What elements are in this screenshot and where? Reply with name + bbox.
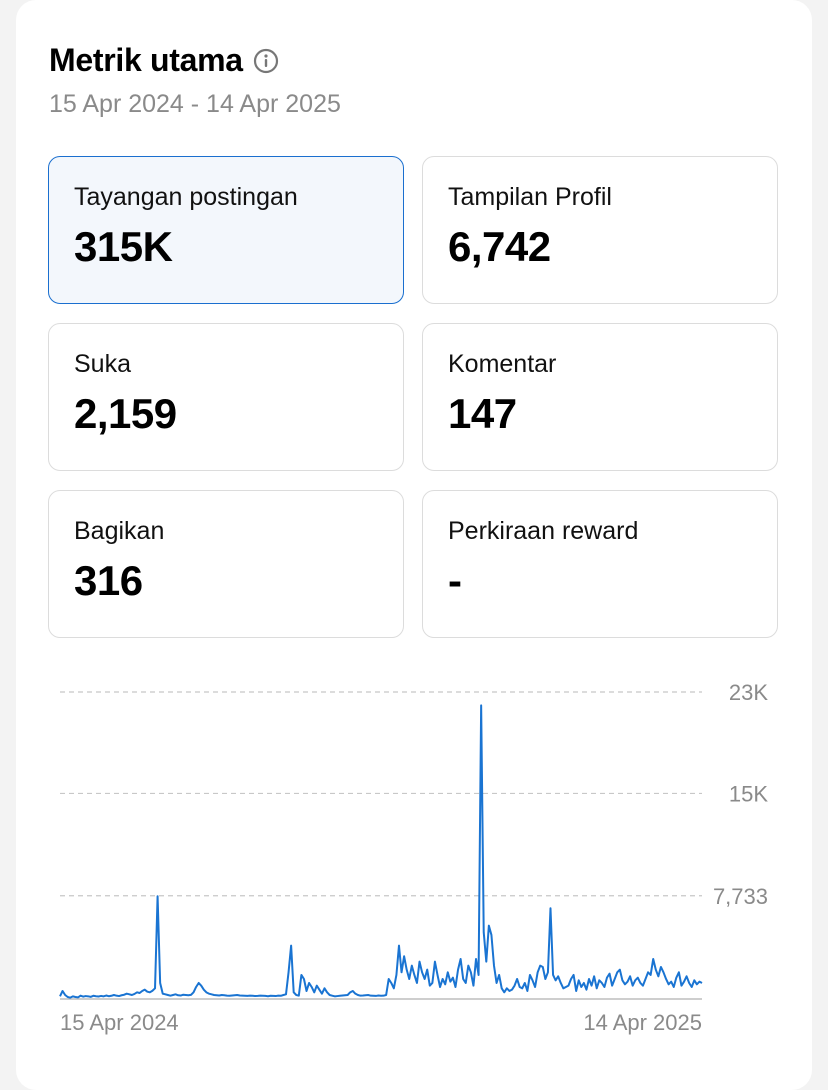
metric-value: 147 (448, 390, 517, 437)
x-tick-label-end: 14 Apr 2025 (583, 1010, 702, 1035)
metric-value: 316 (74, 557, 143, 604)
metric-label: Bagikan (74, 517, 165, 545)
y-tick-label: 15K (729, 781, 768, 806)
metric-card-post-views[interactable]: Tayangan postingan 315K (48, 156, 404, 304)
metric-card-profile-views[interactable]: Tampilan Profil 6,742 (422, 156, 778, 304)
series-line (59, 704, 703, 999)
metric-card-comments[interactable]: Komentar 147 (422, 323, 778, 471)
metric-card-shares[interactable]: Bagikan 316 (48, 490, 404, 638)
page-title: Metrik utama (49, 42, 243, 78)
key-metrics-card: Metrik utama 15 Apr 2024 - 14 Apr 2025 T… (16, 0, 812, 1090)
metric-value: - (448, 557, 462, 604)
date-range: 15 Apr 2024 - 14 Apr 2025 (49, 90, 341, 118)
metric-value: 6,742 (448, 223, 551, 270)
views-line-chart: 23K 15K 7,733 15 Apr 2024 14 Apr 2025 (59, 680, 768, 1035)
metric-label: Tampilan Profil (448, 183, 612, 211)
metric-value: 2,159 (74, 390, 177, 437)
metric-label: Komentar (448, 350, 557, 378)
metric-card-likes[interactable]: Suka 2,159 (48, 323, 404, 471)
metric-label: Suka (74, 350, 131, 378)
metric-value: 315K (74, 223, 173, 270)
views-chart: 23K 15K 7,733 15 Apr 2024 14 Apr 2025 (16, 660, 812, 1040)
x-tick-label-start: 15 Apr 2024 (60, 1010, 179, 1035)
y-tick-label: 23K (729, 680, 768, 705)
metric-label: Perkiraan reward (448, 517, 639, 545)
y-tick-label: 7,733 (713, 884, 768, 909)
metric-label: Tayangan postingan (74, 183, 298, 211)
title-row: Metrik utama (49, 42, 279, 79)
info-icon[interactable] (253, 48, 279, 74)
metric-card-estimated-reward[interactable]: Perkiraan reward - (422, 490, 778, 638)
